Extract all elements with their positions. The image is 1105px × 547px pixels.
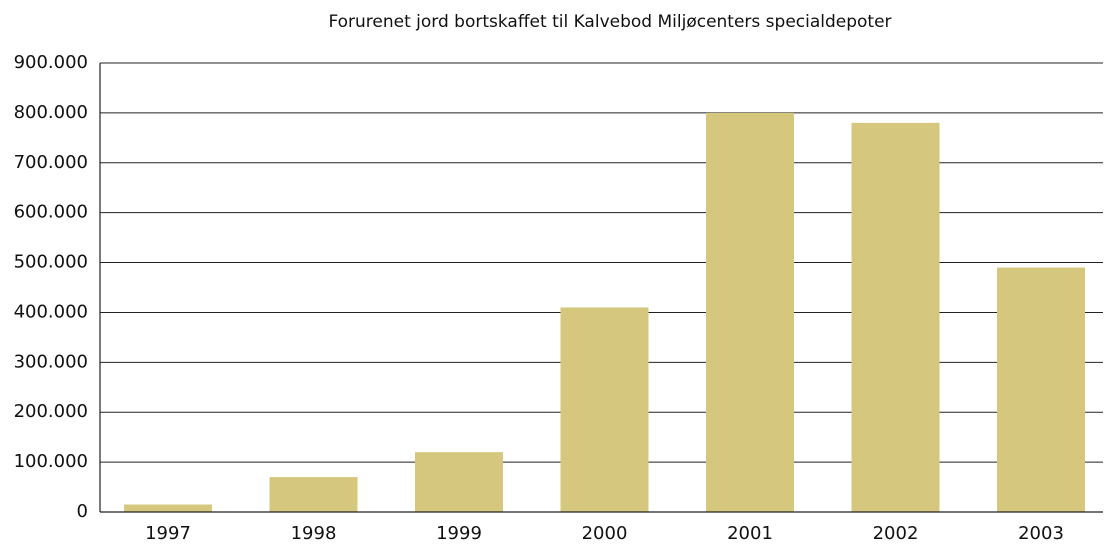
chart-title: Forurenet jord bortskaffet til Kalvebod …	[328, 12, 891, 32]
x-tick-label: 2000	[582, 523, 628, 544]
x-tick-label: 1999	[436, 523, 482, 544]
y-tick-label: 600.000	[14, 202, 88, 223]
bar	[560, 307, 649, 512]
y-tick-label: 300.000	[14, 351, 88, 372]
x-tick-label: 2001	[727, 523, 773, 544]
y-tick-label: 500.000	[14, 252, 88, 273]
y-tick-label: 400.000	[14, 301, 88, 322]
x-tick-label: 2003	[1018, 523, 1064, 544]
bar	[124, 504, 212, 512]
x-tick-label: 1997	[145, 523, 191, 544]
y-tick-label: 0	[77, 501, 88, 522]
y-tick-label: 100.000	[14, 451, 88, 472]
x-tick-label: 1998	[291, 523, 337, 544]
y-tick-label: 800.000	[14, 102, 88, 123]
bar	[851, 122, 940, 512]
x-tick-label: 2002	[873, 523, 919, 544]
bar	[415, 452, 503, 512]
y-tick-label: 700.000	[14, 152, 88, 173]
bar	[269, 477, 358, 512]
y-tick-label: 200.000	[14, 401, 88, 422]
bar	[997, 267, 1085, 512]
y-tick-label: 900.000	[14, 52, 88, 73]
bar	[706, 112, 794, 512]
